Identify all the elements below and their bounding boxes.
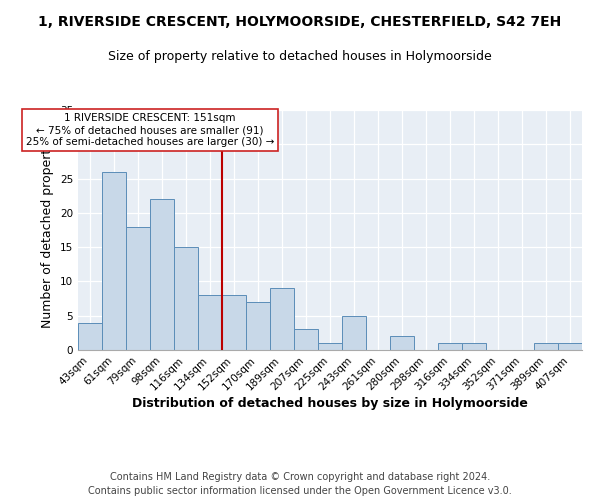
Bar [534, 343, 558, 350]
Y-axis label: Number of detached properties: Number of detached properties [41, 132, 55, 328]
Bar [342, 316, 366, 350]
Bar [462, 343, 486, 350]
Bar [198, 295, 222, 350]
Text: Distribution of detached houses by size in Holymoorside: Distribution of detached houses by size … [132, 398, 528, 410]
Bar [222, 295, 246, 350]
Text: 1 RIVERSIDE CRESCENT: 151sqm
← 75% of detached houses are smaller (91)
25% of se: 1 RIVERSIDE CRESCENT: 151sqm ← 75% of de… [26, 114, 274, 146]
Bar [270, 288, 294, 350]
Text: Contains HM Land Registry data © Crown copyright and database right 2024.: Contains HM Land Registry data © Crown c… [110, 472, 490, 482]
Bar [558, 343, 582, 350]
Bar [150, 199, 174, 350]
Bar [294, 330, 318, 350]
Bar [390, 336, 414, 350]
Text: 1, RIVERSIDE CRESCENT, HOLYMOORSIDE, CHESTERFIELD, S42 7EH: 1, RIVERSIDE CRESCENT, HOLYMOORSIDE, CHE… [38, 15, 562, 29]
Bar [126, 226, 150, 350]
Bar [78, 322, 102, 350]
Bar [318, 343, 342, 350]
Bar [246, 302, 270, 350]
Bar [438, 343, 462, 350]
Bar [102, 172, 126, 350]
Text: Contains public sector information licensed under the Open Government Licence v3: Contains public sector information licen… [88, 486, 512, 496]
Bar [174, 247, 198, 350]
Text: Size of property relative to detached houses in Holymoorside: Size of property relative to detached ho… [108, 50, 492, 63]
